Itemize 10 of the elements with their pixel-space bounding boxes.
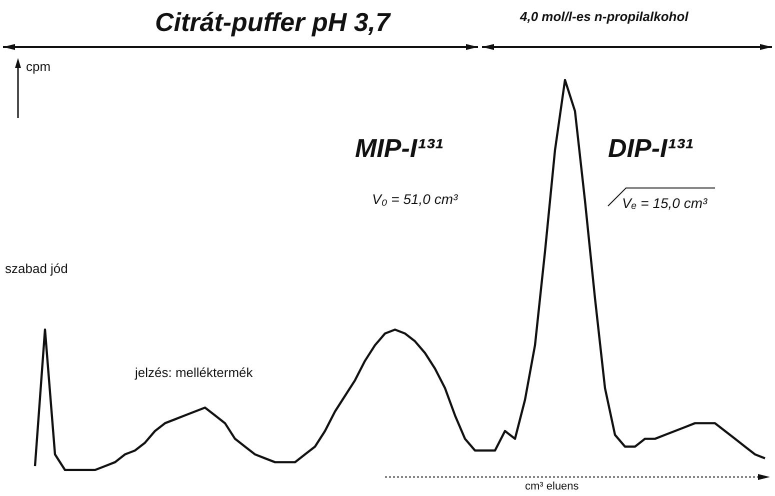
annotation: MIP-I¹³¹ <box>355 133 444 163</box>
text: 4,0 mol/l-es n-propilalkohol <box>519 9 689 24</box>
annotation: szabad jód <box>5 261 68 276</box>
y-axis-title: cpm <box>26 59 51 74</box>
annotation: jelzés: melléktermék <box>134 365 254 380</box>
annotation: DIP-I¹³¹ <box>608 133 694 163</box>
annotation: V₀ = 51,0 cm³ <box>372 191 458 207</box>
chart-title: Citrát-puffer pH 3,7 <box>155 7 392 37</box>
x-axis-title: cm³ eluens <box>525 480 580 492</box>
annotation: Vₑ = 15,0 cm³ <box>622 195 708 211</box>
